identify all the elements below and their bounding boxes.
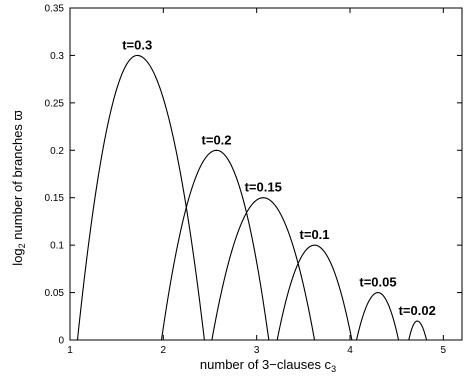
- curve-label: t=0.05: [359, 275, 396, 290]
- y-tick-label: 0.25: [45, 98, 65, 109]
- curve-label: t=0.2: [202, 132, 232, 147]
- x-tick-label: 5: [441, 345, 447, 356]
- plot-frame: [69, 7, 463, 341]
- curve-t=0.15: [211, 197, 316, 341]
- curve-t=0.3: [76, 54, 205, 341]
- curve-t=0.02: [408, 320, 428, 341]
- y-tick-label: 0.2: [50, 146, 64, 157]
- y-tick-label: 0.3: [50, 51, 64, 62]
- x-tick-label: 2: [161, 345, 167, 356]
- curve-label: t=0.15: [245, 180, 282, 195]
- y-tick-label: 0.05: [45, 288, 65, 299]
- curves: [76, 54, 428, 341]
- y-tick-label: 0.35: [45, 4, 65, 15]
- x-tick-label: 4: [347, 345, 353, 356]
- plot-border: [69, 7, 463, 341]
- curve-t=0.2: [160, 149, 270, 341]
- y-tick-label: 0.15: [45, 193, 65, 204]
- curve-label: t=0.1: [300, 227, 330, 242]
- y-axis-label: log2 number of branches ϖ: [10, 110, 27, 265]
- axis-ticks: 1 2 3 4 5 0 0.05 0.1 0.15 0.2 0.25 0.3 0.35: [45, 4, 462, 356]
- curve-label: t=0.3: [122, 37, 152, 52]
- y-tick-label: 0.1: [50, 241, 64, 252]
- y-tick-label: 0: [58, 336, 64, 347]
- curve-t=0.1: [276, 244, 353, 341]
- x-axis-label: number of 3−clauses c3: [200, 357, 336, 374]
- curve-labels: t=0.3 t=0.2 t=0.15 t=0.1 t=0.05t=0.02: [122, 37, 436, 318]
- curve-t=0.05: [355, 292, 400, 341]
- x-tick-label: 3: [254, 345, 260, 356]
- x-tick-label: 1: [67, 345, 73, 356]
- curve-label: t=0.02: [399, 303, 436, 318]
